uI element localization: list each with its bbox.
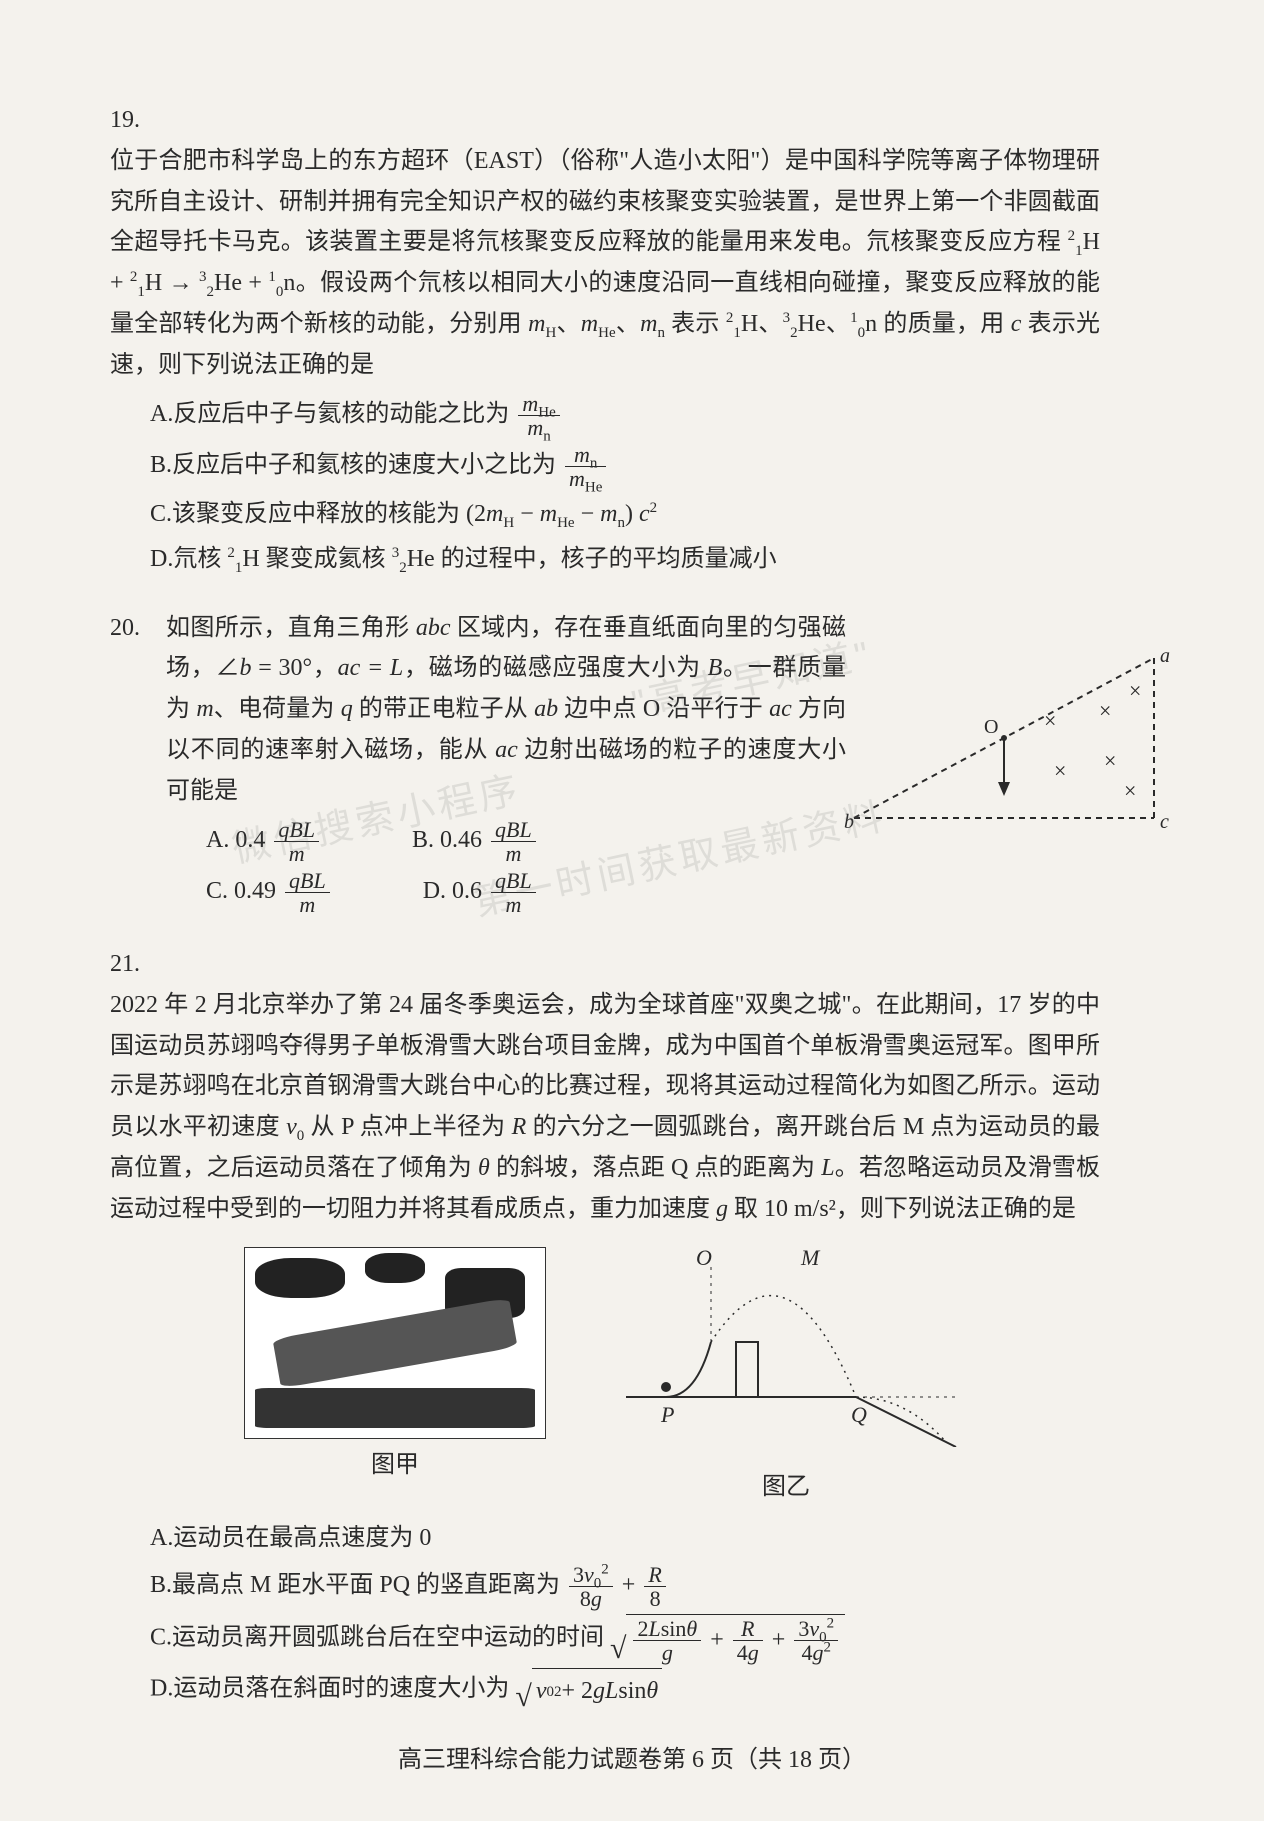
svg-text:b: b bbox=[844, 811, 854, 833]
q19-options: A.反应后中子与氦核的动能之比为 mHe mn B.反应后中子和氦核的速度大小之… bbox=[110, 392, 1100, 580]
q21-option-a: A.运动员在最高点速度为 0 bbox=[150, 1518, 1100, 1559]
q21-diagram-yi: O M P Q bbox=[606, 1247, 966, 1447]
svg-text:×: × bbox=[1104, 748, 1116, 773]
svg-text:×: × bbox=[1099, 698, 1111, 723]
question-20: 20. 如图所示，直角三角形 abc 区域内，存在垂直纸面向里的匀强磁场，∠b … bbox=[110, 608, 1154, 920]
photo-placeholder bbox=[244, 1247, 546, 1439]
sqrt-expression: √ 2Lsinθg + R4g + 3v024g2 bbox=[610, 1614, 845, 1664]
q19-text: 位于合肥市科学岛上的东方超环（EAST）（俗称"人造小太阳"）是中国科学院等离子… bbox=[110, 148, 1100, 378]
q20-body: 如图所示，直角三角形 abc 区域内，存在垂直纸面向里的匀强磁场，∠b = 30… bbox=[166, 608, 846, 920]
q21-options: A.运动员在最高点速度为 0 B.最高点 M 距水平面 PQ 的竖直距离为 3v… bbox=[110, 1518, 1100, 1712]
q21-option-c: C.运动员离开圆弧跳台后在空中运动的时间 √ 2Lsinθg + R4g + 3… bbox=[150, 1614, 1100, 1664]
figure-jia: 图甲 bbox=[244, 1247, 546, 1508]
figure-yi: O M P Q 图乙 bbox=[606, 1247, 966, 1508]
q20-triangle-diagram: b c a O × × × × × × bbox=[844, 648, 1174, 838]
svg-text:P: P bbox=[660, 1402, 674, 1427]
question-21: 21. 2022 年 2 月北京举办了第 24 届冬季奥运会，成为全球首座"双奥… bbox=[110, 944, 1154, 1716]
q19-option-b: B.反应后中子和氦核的速度大小之比为 mn mHe bbox=[150, 443, 1100, 490]
q20-option-b: B. 0.46 qBLm bbox=[412, 818, 539, 865]
q21-option-d: D.运动员落在斜面时的速度大小为 √ v02 + 2gLsinθ bbox=[150, 1668, 1100, 1712]
fraction: mn mHe bbox=[565, 443, 606, 490]
q20-text: 如图所示，直角三角形 abc 区域内，存在垂直纸面向里的匀强磁场，∠b = 30… bbox=[166, 615, 846, 804]
question-19: 19. 位于合肥市科学岛上的东方超环（EAST）（俗称"人造小太阳"）是中国科学… bbox=[110, 100, 1154, 584]
figure-jia-caption: 图甲 bbox=[244, 1445, 546, 1486]
q20-option-a: A. 0.4 qBLm bbox=[206, 818, 322, 865]
q21-number: 21. bbox=[110, 944, 160, 985]
q19-number: 19. bbox=[110, 100, 160, 141]
q19-option-d: D.氘核 21H 聚变成氦核 32He 的过程中，核子的平均质量减小 bbox=[150, 539, 1100, 580]
svg-text:×: × bbox=[1124, 778, 1136, 803]
q20-option-d: D. 0.6 qBLm bbox=[423, 869, 539, 916]
svg-text:O: O bbox=[696, 1247, 712, 1270]
q20-number: 20. bbox=[110, 608, 160, 649]
svg-text:M: M bbox=[800, 1247, 821, 1270]
q19-option-c: C.该聚变反应中释放的核能为 (2mH − mHe − mn) c2 bbox=[150, 494, 1100, 535]
svg-text:a: a bbox=[1160, 648, 1170, 667]
q21-body: 2022 年 2 月北京举办了第 24 届冬季奥运会，成为全球首座"双奥之城"。… bbox=[110, 985, 1100, 1716]
q19-option-a: A.反应后中子与氦核的动能之比为 mHe mn bbox=[150, 392, 1100, 439]
fraction: mHe mn bbox=[518, 392, 559, 439]
svg-text:×: × bbox=[1054, 758, 1066, 783]
svg-text:c: c bbox=[1160, 811, 1169, 833]
sqrt-expression: √ v02 + 2gLsinθ bbox=[515, 1668, 662, 1712]
q20-option-c: C. 0.49 qBLm bbox=[206, 869, 333, 916]
q20-options: A. 0.4 qBLm B. 0.46 qBLm C. 0.49 qBLm D.… bbox=[166, 818, 846, 916]
q19-body: 位于合肥市科学岛上的东方超环（EAST）（俗称"人造小太阳"）是中国科学院等离子… bbox=[110, 141, 1100, 584]
q21-figures: 图甲 O M P bbox=[110, 1247, 1100, 1508]
svg-text:×: × bbox=[1044, 708, 1056, 733]
page-footer: 高三理科综合能力试题卷第 6 页（共 18 页） bbox=[110, 1740, 1154, 1781]
figure-yi-caption: 图乙 bbox=[606, 1467, 966, 1508]
svg-text:×: × bbox=[1129, 678, 1141, 703]
q21-text: 2022 年 2 月北京举办了第 24 届冬季奥运会，成为全球首座"双奥之城"。… bbox=[110, 992, 1100, 1222]
q21-option-b: B.最高点 M 距水平面 PQ 的竖直距离为 3v028g + R8 bbox=[150, 1563, 1100, 1610]
svg-text:Q: Q bbox=[851, 1402, 867, 1427]
svg-text:O: O bbox=[984, 716, 998, 738]
